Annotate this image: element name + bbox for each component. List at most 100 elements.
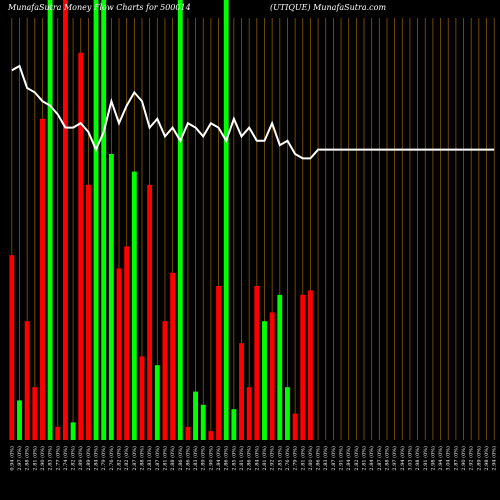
x-tick-label: 2.84 (0%) xyxy=(345,446,352,471)
flow-bar xyxy=(307,290,313,440)
x-tick-label: 3.04 (0%) xyxy=(445,446,452,471)
x-tick-label: 3.03 (0%) xyxy=(406,446,413,471)
flow-bar xyxy=(62,0,68,440)
flow-bar xyxy=(185,426,191,440)
flow-bar xyxy=(254,286,260,440)
x-tick-label: 2.86 (0%) xyxy=(315,446,322,471)
flow-bar xyxy=(193,391,199,440)
flow-bar xyxy=(292,413,298,440)
x-tick-label: 2.88 (0%) xyxy=(383,446,390,471)
x-tick-label: 2.87 (0%) xyxy=(330,446,337,471)
x-tick-label: 2.81 (0%) xyxy=(261,446,268,471)
x-tick-label: 2.92 (0%) xyxy=(269,446,276,471)
flow-bar xyxy=(285,387,290,440)
x-tick-label: 2.81 (0%) xyxy=(31,446,38,471)
x-tick-label: 2.92 (0%) xyxy=(468,446,475,471)
x-tick-label: 2.85 (0%) xyxy=(230,446,237,471)
x-tick-label: 2.98 (0%) xyxy=(414,446,421,471)
x-tick-label: 2.83 (0%) xyxy=(47,446,54,471)
x-tick-label: 2.88 (0%) xyxy=(24,446,31,471)
flow-bar xyxy=(170,272,176,440)
x-tick-label: 2.84 (0%) xyxy=(253,446,260,471)
flow-bar xyxy=(208,431,214,440)
x-tick-label: 2.98 (0%) xyxy=(429,446,436,471)
x-tick-label: 2.82 (0%) xyxy=(116,446,123,471)
x-tick-label: 2.87 (0%) xyxy=(131,446,138,471)
bars xyxy=(9,0,313,441)
x-tick-label: 2.79 (0%) xyxy=(100,446,107,471)
flow-bar xyxy=(32,387,38,440)
flow-bar xyxy=(246,387,252,440)
x-tick-label: 2.82 (0%) xyxy=(353,446,360,471)
flow-bar xyxy=(239,343,244,440)
x-tick-label: 2.90 (0%) xyxy=(39,446,46,471)
flow-bar xyxy=(162,321,168,440)
x-tick-label: 2.79 (0%) xyxy=(292,446,299,471)
x-tick-label: 2.84 (0%) xyxy=(368,446,375,471)
x-tick-label: 2.82 (0%) xyxy=(70,446,77,471)
x-tick-label: 2.77 (0%) xyxy=(54,446,61,471)
flow-bar xyxy=(9,255,15,440)
x-tick-label: 2.83 (0%) xyxy=(192,446,199,471)
x-tick-label: 2.87 (0%) xyxy=(452,446,459,471)
x-tick-label: 2.87 (0%) xyxy=(376,446,383,471)
x-tick-label: 2.81 (0%) xyxy=(238,446,245,471)
x-tick-label: 2.81 (0%) xyxy=(361,446,368,471)
flow-bar xyxy=(223,0,229,440)
money-flow-line xyxy=(11,64,495,160)
flow-bar xyxy=(40,118,45,441)
x-tick-label: 2.82 (0%) xyxy=(123,446,130,471)
flow-bar xyxy=(124,246,130,440)
flow-bar xyxy=(85,184,91,440)
x-tick-label: 2.86 (0%) xyxy=(223,446,230,471)
x-tick-label: 2.89 (0%) xyxy=(85,446,92,471)
flow-bar xyxy=(17,400,22,440)
flow-bar xyxy=(277,294,283,440)
flow-bar xyxy=(47,0,53,440)
chart-title-left: MunafaSutra Money Flow Charts for 500014 xyxy=(7,3,191,12)
flow-bar xyxy=(93,0,99,440)
x-tick-label: 2.88 (0%) xyxy=(138,446,145,471)
x-tick-label: 2.89 (0%) xyxy=(200,446,207,471)
x-tick-label: 2.97 (0%) xyxy=(391,446,398,471)
flow-bar xyxy=(154,365,160,440)
x-tick-label: 2.86 (0%) xyxy=(177,446,184,471)
flow-bar xyxy=(177,0,183,440)
x-tick-label: 2.80 (0%) xyxy=(307,446,314,471)
x-tick-label: 2.91 (0%) xyxy=(338,446,345,471)
flow-bar xyxy=(300,294,306,440)
x-tick-label: 2.87 (0%) xyxy=(154,446,161,471)
flow-bar xyxy=(70,422,76,440)
x-tick-label: 2.86 (0%) xyxy=(184,446,191,471)
x-tick-label: 2.76 (0%) xyxy=(108,446,115,471)
x-tick-label: 2.85 (0%) xyxy=(276,446,283,471)
flow-bar xyxy=(147,184,153,440)
flow-bar xyxy=(108,154,114,440)
flow-bar xyxy=(78,52,84,441)
flow-bar xyxy=(200,404,206,440)
flow-bar xyxy=(55,426,61,440)
flow-bar xyxy=(139,356,145,440)
x-tick-label: 2.91 (0%) xyxy=(422,446,429,471)
x-tick-label: 2.97 (0%) xyxy=(16,446,23,471)
flow-bar xyxy=(24,321,30,440)
flow-bar xyxy=(116,268,122,440)
x-tick-label: 2.76 (0%) xyxy=(284,446,291,471)
x-tick-label: 2.89 (0%) xyxy=(475,446,482,471)
x-tick-label: 2.89 (0%) xyxy=(77,446,84,471)
x-tick-label: 2.90 (0%) xyxy=(460,446,467,471)
x-tick-label: 2.86 (0%) xyxy=(246,446,253,471)
flow-bar xyxy=(269,312,275,440)
x-tick-label: 2.84 (0%) xyxy=(215,446,222,471)
flow-bar xyxy=(131,171,137,440)
chart-title-right: (UTIQUE) MunafaSutra.com xyxy=(270,3,386,12)
flow-bar xyxy=(216,286,221,440)
flow-bar xyxy=(231,409,237,440)
x-tick-label: 2.94 (0%) xyxy=(437,446,444,471)
x-tick-label: 2.90 (0%) xyxy=(207,446,214,471)
x-tick-label: 0.94 (0%) xyxy=(8,446,15,471)
x-tick-label: 2.74 (0%) xyxy=(62,446,69,471)
x-tick-label: 2.81 (0%) xyxy=(299,446,306,471)
x-tick-label: 2.81 (0%) xyxy=(161,446,168,471)
